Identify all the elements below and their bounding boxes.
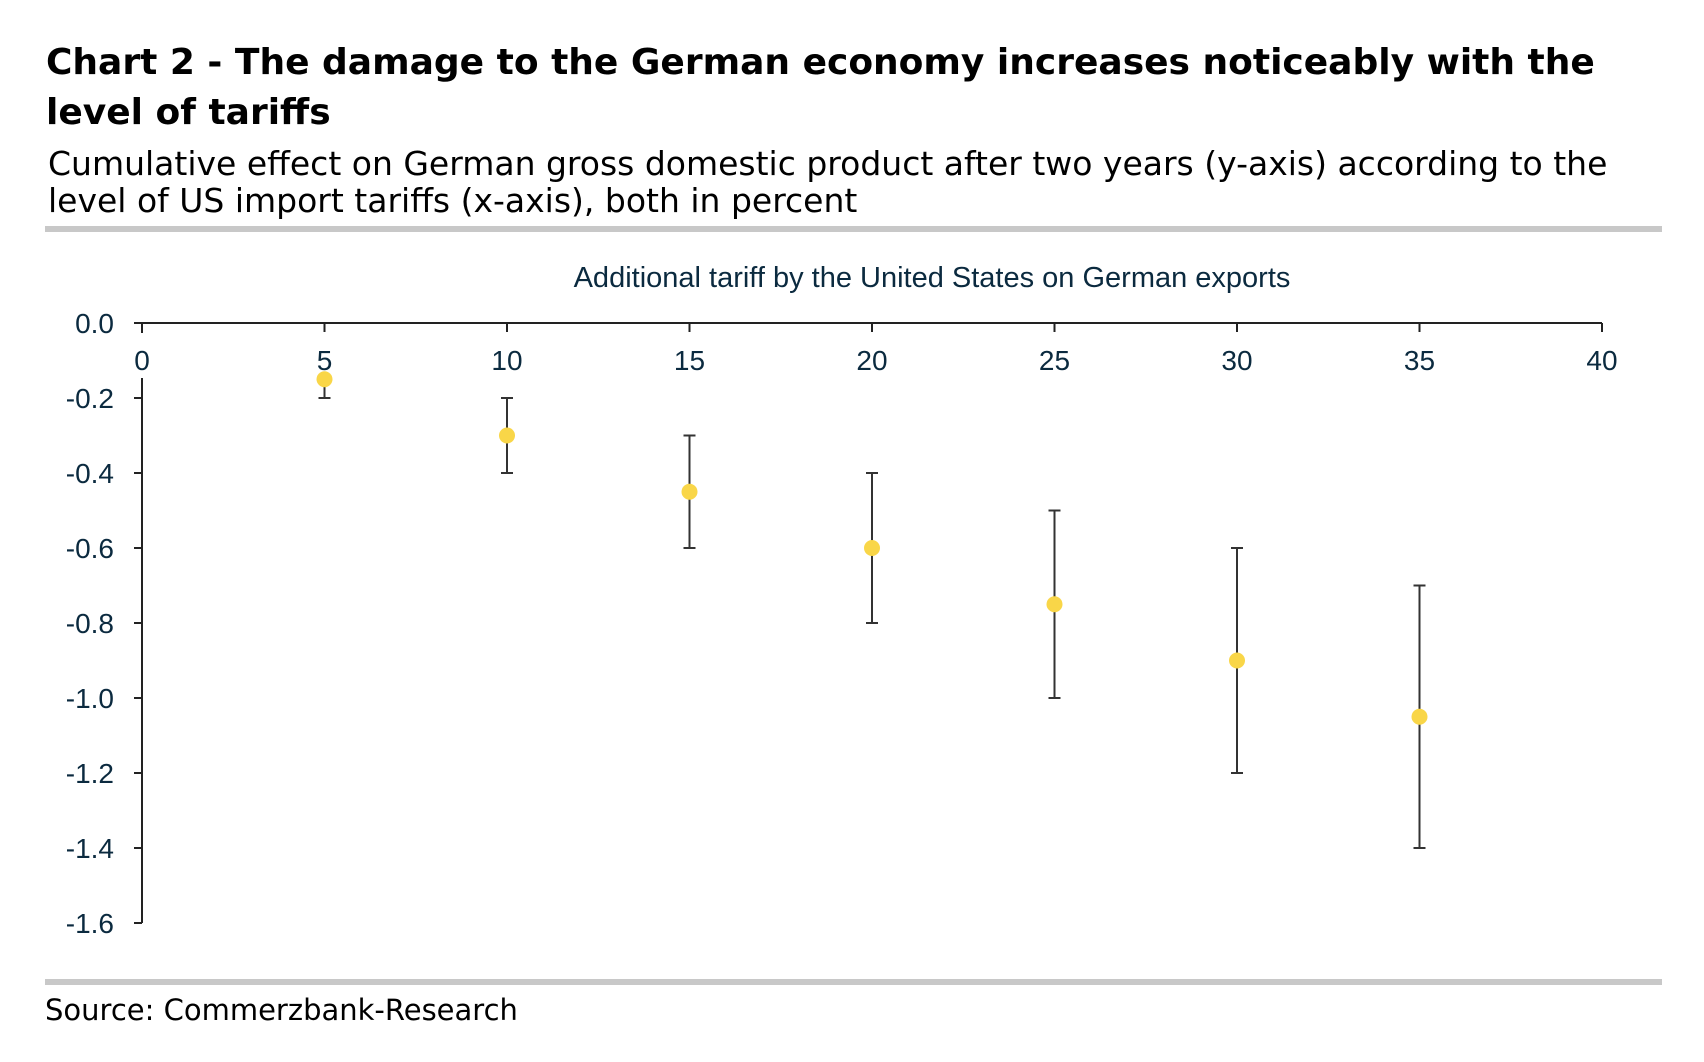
y-tick-label: -0.4	[66, 458, 114, 489]
y-tick-label: -0.8	[66, 608, 114, 639]
x-tick-label: 20	[856, 345, 887, 376]
data-point	[499, 427, 515, 444]
data-point	[864, 540, 880, 556]
data-points	[316, 371, 1428, 725]
data-point	[1229, 652, 1245, 669]
x-tick-label: 15	[674, 345, 705, 376]
y-tick-label: -1.0	[66, 683, 114, 714]
axes: 0 5 10 15 20 25 30 35 40 0.0 -0.2 -0.4 -0.6 -0.8 -1.0 -…	[66, 308, 1618, 939]
data-point	[681, 483, 698, 500]
y-tick-label: -0.2	[66, 383, 114, 414]
data-point	[1411, 708, 1428, 725]
x-tick-label: 5	[317, 345, 333, 376]
x-axis-title: Additional tariff by the United States o…	[574, 262, 1291, 294]
x-tick-label: 35	[1404, 345, 1435, 376]
y-tick-label: -1.4	[66, 833, 114, 864]
x-tick-label: 25	[1039, 345, 1070, 376]
y-tick-label: -1.6	[66, 908, 114, 939]
y-tick-label: 0.0	[75, 308, 114, 339]
x-tick-label: 30	[1221, 345, 1252, 376]
chart-subtitle: Cumulative effect on German gross domest…	[48, 144, 1608, 220]
data-point	[316, 371, 333, 388]
x-tick-label: 10	[491, 345, 522, 376]
bottom-divider	[45, 979, 1662, 985]
chart-title: Chart 2 - The damage to the German econo…	[46, 42, 1595, 133]
x-tick-label: 40	[1586, 345, 1617, 376]
y-tick-label: -1.2	[66, 758, 114, 789]
y-tick-label: -0.6	[66, 533, 114, 564]
error-bars	[318, 378, 1426, 849]
x-tick-label: 0	[134, 345, 150, 376]
top-divider	[45, 226, 1662, 232]
data-point	[1046, 596, 1063, 613]
source-note: Source: Commerzbank-Research	[45, 993, 518, 1027]
